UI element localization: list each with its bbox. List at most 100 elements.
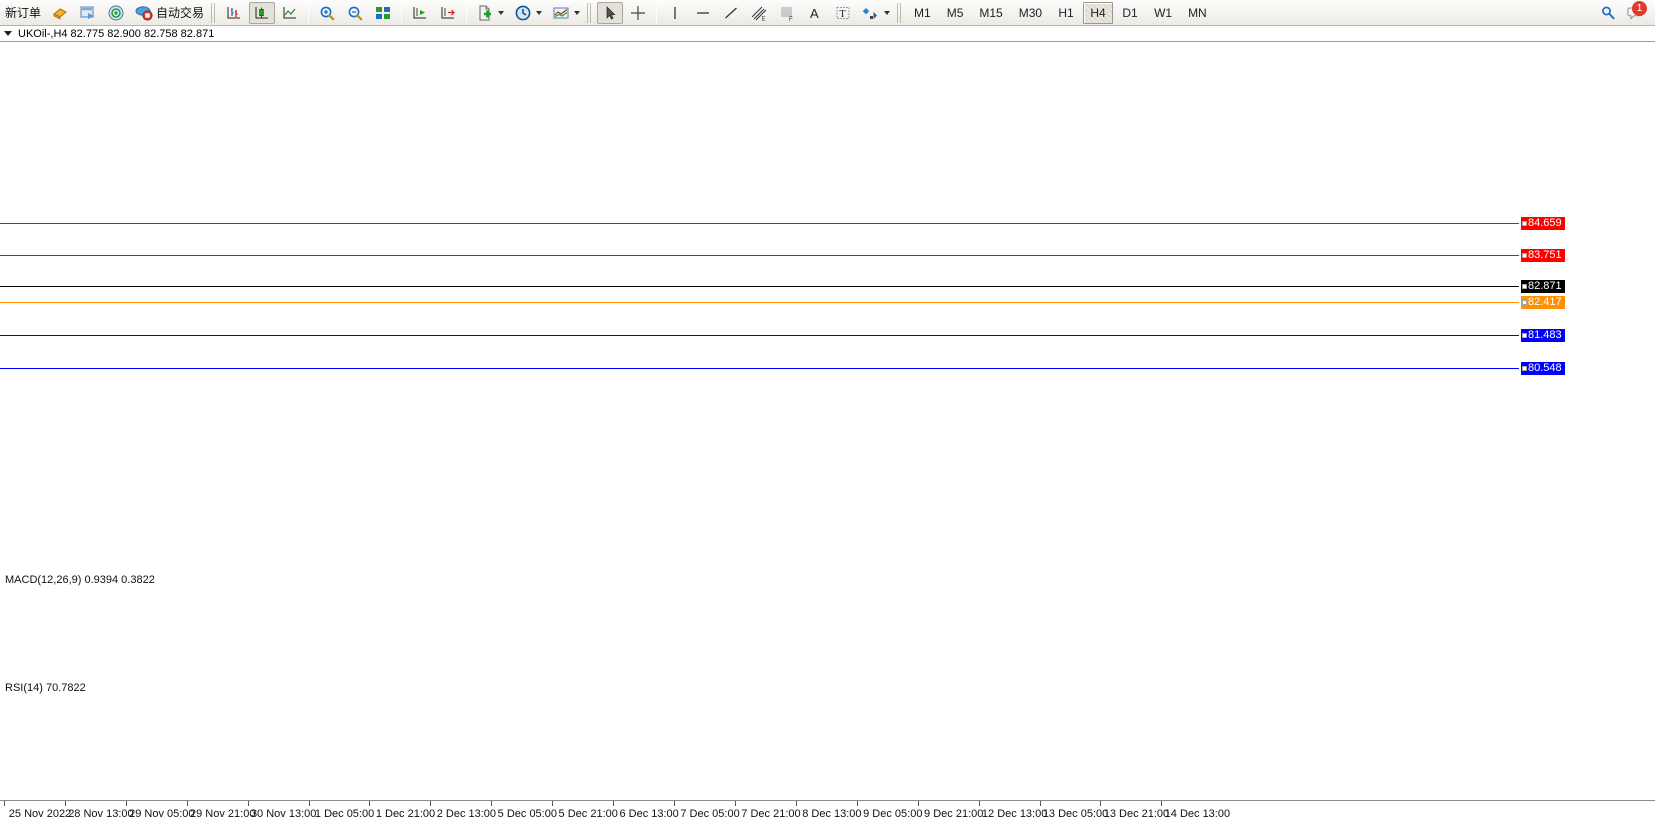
price-level-handle[interactable] (1522, 284, 1527, 290)
toolbar-grip-3[interactable] (897, 2, 903, 23)
rsi-label: RSI(14) 70.7822 (5, 682, 86, 694)
text-label-button[interactable]: T (830, 2, 856, 24)
price-level-tag[interactable]: 83.751 (1521, 249, 1565, 263)
chevron-down-icon-4[interactable] (884, 10, 891, 15)
price-level-handle[interactable] (1522, 253, 1527, 259)
timeframe-h1[interactable]: H1 (1051, 2, 1081, 24)
price-level-line[interactable] (0, 302, 1519, 304)
auto-scroll-button[interactable] (435, 2, 461, 24)
indicators-icon (552, 4, 570, 22)
timeframe-d1[interactable]: D1 (1115, 2, 1145, 24)
timeframe-h4[interactable]: H4 (1083, 1, 1114, 24)
time-tick-label: 1 Dec 05:00 (314, 808, 375, 820)
price-level-line[interactable] (0, 367, 1519, 369)
shift-chart-button[interactable] (407, 2, 433, 24)
fibonacci-button[interactable]: F (774, 2, 800, 24)
price-level-tag[interactable]: 82.871 (1521, 280, 1565, 294)
timeframe-mn[interactable]: MN (1181, 2, 1214, 24)
timeframe-m1[interactable]: M1 (907, 2, 938, 24)
symbol-info-bar[interactable]: UKOil-,H4 82.775 82.900 82.758 82.871 (0, 26, 1655, 42)
autotrading-icon (135, 4, 153, 22)
svg-text:F: F (789, 17, 793, 22)
timeframe-m15-label: M15 (979, 5, 1003, 20)
notifications-button[interactable]: 1 (1623, 0, 1649, 24)
line-chart-button[interactable] (277, 2, 303, 24)
terminal-button[interactable] (47, 2, 73, 24)
indicators-button[interactable] (548, 2, 584, 24)
price-level-line[interactable] (0, 223, 1519, 225)
svg-text:T: T (840, 9, 846, 20)
chart-menu-triangle-icon[interactable] (4, 31, 12, 36)
price-level-value: 81.483 (1528, 328, 1562, 341)
time-tick (4, 801, 5, 806)
timeframe-h4-label: H4 (1090, 5, 1106, 20)
equidistant-channel-button[interactable]: E (746, 2, 772, 24)
data-window-icon (79, 4, 97, 22)
price-level-tag[interactable]: 84.659 (1521, 217, 1565, 231)
toolbar-grip-2[interactable] (587, 2, 593, 23)
time-tick (552, 801, 554, 806)
chevron-down-icon[interactable] (498, 10, 505, 15)
candlestick-chart-button[interactable] (249, 1, 276, 24)
crosshair-icon (629, 4, 647, 22)
toolbar-separator-2 (401, 2, 403, 23)
time-tick (430, 801, 432, 806)
toolbar-grip[interactable] (211, 2, 217, 23)
bar-chart-button[interactable] (221, 2, 247, 24)
new-order-button[interactable]: 新订单 (1, 2, 45, 24)
time-tick-label: 8 Dec 13:00 (802, 808, 862, 820)
price-level-line[interactable] (0, 286, 1519, 288)
svg-text:E: E (762, 16, 766, 22)
horizontal-line-button[interactable] (690, 2, 716, 24)
price-level-handle[interactable] (1522, 300, 1527, 306)
time-tick (308, 801, 310, 806)
time-tick (978, 801, 980, 806)
time-tick (795, 801, 797, 806)
autotrading-button[interactable]: 自动交易 (131, 2, 208, 24)
timeframe-m5[interactable]: M5 (940, 2, 971, 24)
price-level-line[interactable] (0, 255, 1519, 257)
vertical-line-icon (666, 4, 684, 22)
chevron-down-icon-3[interactable] (574, 10, 581, 15)
price-level-handle[interactable] (1522, 332, 1527, 338)
price-level-handle[interactable] (1522, 221, 1527, 227)
timeframe-m1-label: M1 (914, 5, 931, 20)
trendline-button[interactable] (718, 2, 744, 24)
price-level-line[interactable] (0, 334, 1519, 336)
price-level-tag[interactable]: 82.417 (1521, 296, 1565, 310)
time-axis[interactable]: 25 Nov 2022 28 Nov 13:00 29 Nov 05:00 29 No… (0, 800, 1655, 826)
price-level-tag[interactable]: 81.483 (1521, 328, 1565, 342)
time-tick-label: 14 Dec 13:00 (1164, 808, 1231, 820)
search-button[interactable] (1595, 2, 1621, 24)
chart-shift-icon (411, 4, 429, 22)
zoom-in-button[interactable] (314, 2, 340, 24)
time-tick-label: 2 Dec 13:00 (436, 808, 497, 820)
text-tool-button[interactable]: A (802, 2, 828, 24)
tile-windows-icon (374, 4, 392, 22)
new-template-button[interactable] (472, 2, 508, 24)
zoom-out-button[interactable] (342, 2, 368, 24)
candlestick-chart-icon (253, 4, 271, 22)
tile-windows-button[interactable] (370, 2, 396, 24)
chevron-down-icon-2[interactable] (536, 10, 543, 15)
cursor-arrow-icon (601, 4, 619, 22)
data-window-button[interactable] (75, 2, 101, 24)
time-tick (186, 801, 188, 806)
time-tick (1161, 801, 1163, 806)
time-tick-label: 5 Dec 21:00 (558, 808, 618, 820)
vertical-line-button[interactable] (662, 2, 688, 24)
timeframe-w1[interactable]: W1 (1147, 2, 1179, 24)
crosshair-tool-button[interactable] (625, 2, 651, 24)
period-button[interactable] (510, 2, 546, 24)
timeframe-m30[interactable]: M30 (1012, 2, 1049, 24)
price-level-tag[interactable]: 80.548 (1521, 361, 1565, 375)
arrows-tool-button[interactable] (858, 2, 894, 24)
time-tick (369, 801, 371, 806)
navigator-button[interactable] (103, 2, 129, 24)
time-tick-label: 29 Nov 05:00 (129, 808, 195, 820)
price-level-handle[interactable] (1522, 365, 1527, 371)
cursor-tool-button[interactable] (597, 1, 624, 24)
timeframe-m15[interactable]: M15 (972, 2, 1009, 24)
chart-container[interactable]: 89.80588.90588.03087.15586.25585.38084.5… (0, 42, 1655, 826)
